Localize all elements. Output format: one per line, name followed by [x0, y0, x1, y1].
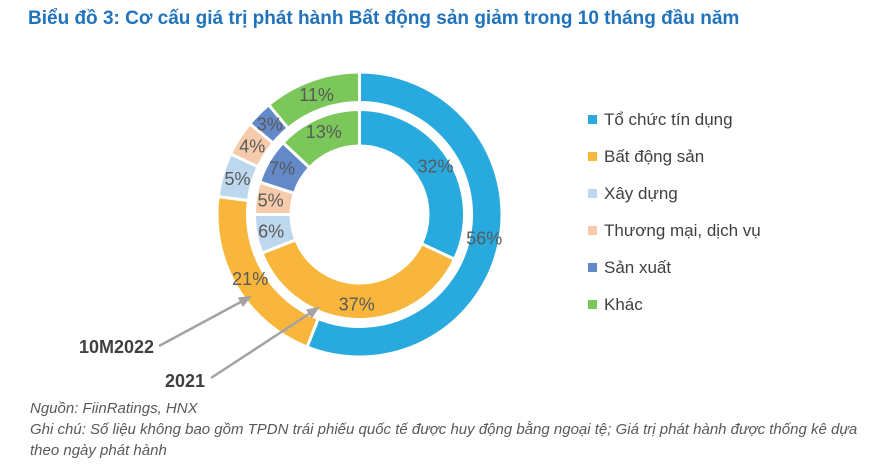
legend-item-3: Thương mại, dịch vụ [588, 220, 761, 240]
slice-value-label-outer-0: 56% [466, 228, 502, 248]
slice-inner-1-2021 [260, 238, 457, 322]
chart-title: Biểu đồ 3: Cơ cấu giá trị phát hành Bất … [28, 8, 740, 29]
legend-swatch-icon [588, 263, 597, 272]
slice-value-label-inner-3: 5% [258, 190, 284, 210]
slice-value-label-outer-1: 21% [232, 269, 268, 289]
legend-item-5: Khác [588, 294, 761, 314]
legend-swatch-icon [588, 152, 597, 161]
slice-outer-0-10M2022 [305, 70, 504, 359]
annotation-label-2021: 2021 [165, 371, 206, 391]
legend-label: Khác [604, 294, 643, 314]
slice-value-label-inner-1: 37% [339, 295, 375, 315]
legend-item-1: Bất động sản [588, 146, 761, 166]
legend: Tổ chức tín dụng Bất động sản Xây dựng Thươ… [588, 109, 761, 333]
slice-value-label-outer-3: 4% [239, 136, 265, 156]
slice-value-label-inner-0: 32% [417, 156, 453, 176]
source-note: Nguồn: FiinRatings, HNX [30, 400, 198, 417]
legend-item-0: Tổ chức tín dụng [588, 109, 761, 129]
slice-inner-5-2021 [281, 108, 361, 170]
annotation-arrows [158, 295, 320, 380]
slice-value-label-outer-2: 5% [224, 169, 250, 189]
slice-value-label-inner-4: 7% [269, 159, 295, 179]
legend-swatch-icon [588, 115, 597, 124]
slice-inner-0-2021 [358, 108, 466, 261]
annotation-label-10m2022: 10M2022 [79, 337, 155, 357]
annotation-arrow-1 [210, 306, 320, 380]
slice-outer-5-10M2022 [267, 70, 361, 130]
legend-label: Xây dựng [604, 183, 678, 203]
legend-swatch-icon [588, 189, 597, 198]
method-note: Ghi chú: Số liệu không bao gồm TPDN trái… [30, 421, 858, 459]
legend-label: Thương mại, dịch vụ [604, 220, 761, 240]
footer-notes: Nguồn: FiinRatings, HNX Ghi chú: Số liệu… [30, 398, 878, 461]
donut-ring-outer [215, 70, 504, 359]
legend-item-4: Sản xuất [588, 257, 761, 277]
legend-item-2: Xây dựng [588, 183, 761, 203]
legend-swatch-icon [588, 300, 597, 309]
slice-value-label-outer-4: 3% [257, 115, 283, 135]
donut-ring-inner [253, 108, 466, 322]
legend-swatch-icon [588, 226, 597, 235]
legend-label: Tổ chức tín dụng [604, 109, 733, 129]
legend-label: Bất động sản [604, 146, 705, 166]
slice-value-label-outer-5: 11% [299, 85, 334, 105]
slice-value-label-inner-2: 6% [258, 221, 284, 241]
donut-slice-labels: 56% 21% 5% 4%3% 11% 32% 37% 6% 5% 7% 13% [224, 85, 502, 315]
legend-label: Sản xuất [604, 257, 672, 277]
annotation-arrow-0 [158, 295, 252, 348]
slice-value-label-inner-5: 13% [306, 122, 342, 142]
